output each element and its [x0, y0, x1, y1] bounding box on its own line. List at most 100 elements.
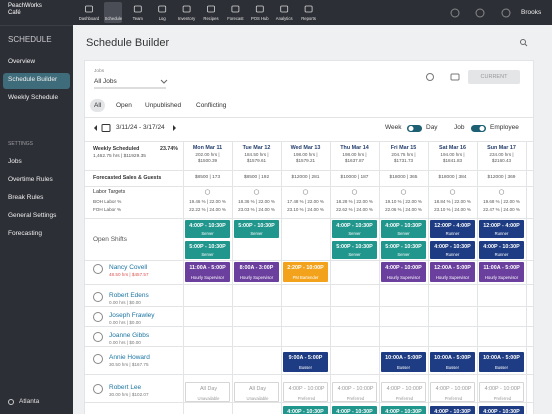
- day-name[interactable]: Wed Mar 13: [290, 145, 321, 151]
- shift[interactable]: 4:00P - 10:00P Preferred: [332, 382, 377, 402]
- sidebar-item[interactable]: Jobs: [8, 158, 22, 165]
- nav-item[interactable]: Log: [158, 16, 166, 21]
- shift[interactable]: 4:00P - 10:30P Server: [332, 220, 377, 238]
- shift[interactable]: 10:00A - 5:00P Busser: [381, 352, 426, 372]
- print-icon[interactable]: [450, 73, 460, 81]
- shift[interactable]: 4:00P - 10:30P: [283, 406, 328, 414]
- nav-item[interactable]: Analytics: [275, 16, 293, 21]
- help-icon[interactable]: [475, 8, 485, 18]
- sidebar-item[interactable]: General Settings: [8, 212, 57, 219]
- employee-name[interactable]: Annie Howard: [109, 354, 150, 361]
- avatar: [93, 332, 103, 342]
- day-name[interactable]: Sun Mar 17: [487, 145, 516, 151]
- shift[interactable]: 4:00P - 10:30P Runner: [479, 241, 524, 259]
- settings-icon[interactable]: [450, 8, 460, 18]
- shift[interactable]: 8:00A - 3:00P Hourly Supervisor: [234, 262, 279, 282]
- sidebar-item[interactable]: Forecasting: [8, 230, 42, 237]
- shift[interactable]: 4:00P - 10:00P Preferred: [479, 382, 524, 402]
- day-name[interactable]: Thu Mar 14: [340, 145, 369, 151]
- row-line: [84, 260, 534, 261]
- shift[interactable]: 4:00P - 10:30P Runner: [430, 241, 475, 259]
- settings-icon[interactable]: [426, 73, 434, 81]
- open-shifts-label: Open Shifts: [93, 236, 127, 243]
- nav-item[interactable]: Schedule: [104, 16, 123, 21]
- day-foh: 22.62 % | 24.00 %: [336, 207, 373, 212]
- next-week[interactable]: [173, 125, 176, 131]
- shift[interactable]: 4:00P - 10:30P Server: [381, 220, 426, 238]
- shift[interactable]: 9:00A - 5:00P Busser: [283, 352, 328, 372]
- shift[interactable]: 4:00P - 10:30P: [430, 406, 475, 414]
- shift[interactable]: All Day Unavailable: [234, 382, 279, 402]
- employee-name[interactable]: Joanne Gibbs: [109, 332, 150, 339]
- toggle-label[interactable]: Week: [385, 124, 402, 131]
- day-name[interactable]: Mon Mar 11: [192, 145, 223, 151]
- shift[interactable]: 4:00P - 10:30P: [332, 406, 377, 414]
- calendar-icon[interactable]: [101, 124, 111, 132]
- employee-name[interactable]: Nancy Covell: [109, 264, 148, 271]
- sidebar-item[interactable]: Overtime Rules: [8, 176, 53, 183]
- sidebar-item[interactable]: Overview: [8, 58, 36, 65]
- column-line: [281, 141, 282, 414]
- column-line: [183, 141, 184, 414]
- toggle-label[interactable]: Employee: [490, 124, 519, 131]
- nav-item[interactable]: Dashboard: [78, 16, 100, 21]
- shift[interactable]: 4:00P - 10:30P: [381, 406, 426, 414]
- shift[interactable]: 5:00P - 10:30P Server: [332, 241, 377, 259]
- tab[interactable]: Open: [116, 102, 132, 109]
- user-name[interactable]: Brooks: [521, 9, 542, 16]
- shift[interactable]: 4:00P - 10:30P Server: [185, 220, 230, 238]
- sidebar-item[interactable]: Weekly Schedule: [8, 94, 59, 101]
- shift[interactable]: 4:00P - 10:00P Preferred: [381, 382, 426, 402]
- nav-item[interactable]: Inventory: [177, 16, 196, 21]
- prev-week[interactable]: [94, 125, 97, 131]
- location[interactable]: Atlanta: [19, 398, 40, 405]
- toggle-label[interactable]: Day: [426, 124, 438, 131]
- shift[interactable]: 11:00A - 5:00P Hourly Supervisor: [479, 262, 524, 282]
- jobs-value[interactable]: All Jobs: [94, 78, 117, 85]
- shift[interactable]: 5:00P - 10:30P Server: [381, 241, 426, 259]
- notifications-icon[interactable]: [501, 8, 511, 18]
- shift[interactable]: 12:00P - 4:00P Runner: [430, 220, 475, 238]
- shift[interactable]: 4:00P - 10:00P Hourly Supervisor: [381, 262, 426, 282]
- shift[interactable]: 5:00P - 10:30P Server: [185, 241, 230, 259]
- employee-name[interactable]: Robert Lee: [109, 384, 142, 391]
- tab[interactable]: Conflicting: [196, 102, 227, 109]
- shift[interactable]: 12:00A - 5:00P Hourly Supervisor: [430, 262, 475, 282]
- shift[interactable]: 4:00P - 10:00P Preferred: [283, 382, 328, 402]
- day-name[interactable]: Fri Mar 15: [390, 145, 417, 151]
- employee-summary: 30.50 hrs | $167.75: [109, 362, 149, 367]
- shift[interactable]: 11:00A - 5:00P Hourly Supervisor: [185, 262, 230, 282]
- toggle-label[interactable]: Job: [454, 124, 465, 131]
- nav-item[interactable]: Reports: [301, 16, 316, 21]
- shift[interactable]: 10:00A - 5:00P Busser: [479, 352, 524, 372]
- search-icon[interactable]: [520, 39, 526, 45]
- shift-time: 2:20P - 10:00P: [287, 265, 324, 271]
- shift-time: 4:00P - 10:00P: [337, 386, 374, 392]
- current-button[interactable]: CURRENT: [468, 70, 520, 84]
- shift[interactable]: All Day Unavailable: [185, 382, 230, 402]
- sidebar-item[interactable]: Schedule Builder: [8, 76, 58, 83]
- shift-role: Unavailable: [246, 396, 269, 401]
- shift-role: Preferred: [297, 396, 316, 401]
- day-name[interactable]: Tue Mar 12: [242, 145, 271, 151]
- shift[interactable]: 5:00P - 10:30P Server: [234, 220, 279, 238]
- nav-item[interactable]: Recipes: [203, 16, 219, 21]
- shift[interactable]: 10:00A - 5:00P Busser: [430, 352, 475, 372]
- summary-label: Weekly Scheduled: [93, 146, 140, 152]
- shift-role: Preferred: [346, 396, 365, 401]
- employee-name[interactable]: Joseph Frawley: [109, 312, 155, 319]
- day-name[interactable]: Sat Mar 16: [439, 145, 466, 151]
- day-foh: 22.47 % | 24.00 %: [483, 207, 520, 212]
- shift[interactable]: 12:00P - 4:00P Runner: [479, 220, 524, 238]
- employee-name[interactable]: Robert Edens: [109, 292, 149, 299]
- nav-item[interactable]: POS Hub: [250, 16, 269, 21]
- day-hours: 194.00 hrs | $1841.83: [440, 152, 465, 163]
- shift[interactable]: 4:00P - 10:00P Preferred: [430, 382, 475, 402]
- sidebar-item[interactable]: Break Rules: [8, 194, 44, 201]
- shift[interactable]: 4:00P - 10:30P: [479, 406, 524, 414]
- nav-item[interactable]: Forecast: [227, 16, 244, 21]
- shift[interactable]: 2:20P - 10:00P PM Bartender: [283, 262, 328, 282]
- tab[interactable]: All: [90, 99, 106, 112]
- tab[interactable]: Unpublished: [145, 102, 182, 109]
- nav-item[interactable]: Team: [132, 16, 143, 21]
